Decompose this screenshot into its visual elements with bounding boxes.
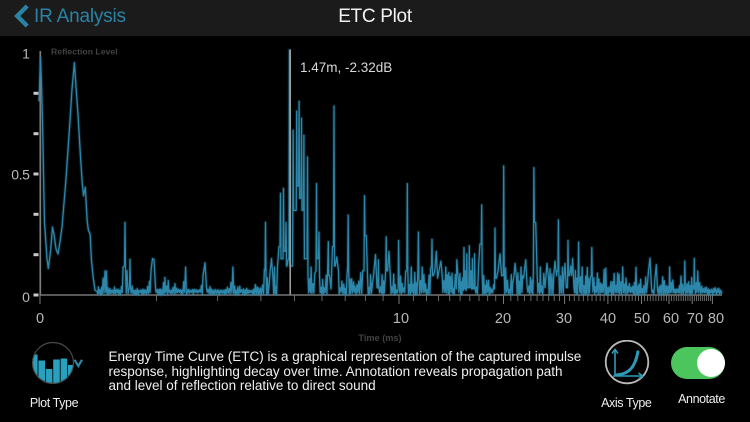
svg-text:0.5: 0.5 xyxy=(11,167,30,183)
svg-text:60: 60 xyxy=(663,311,679,327)
svg-text:1: 1 xyxy=(22,46,30,62)
svg-text:70: 70 xyxy=(687,311,703,327)
svg-text:50: 50 xyxy=(634,311,650,327)
svg-text:1.47m, -2.32dB: 1.47m, -2.32dB xyxy=(300,60,392,75)
svg-text:Reflection Level: Reflection Level xyxy=(51,47,118,57)
svg-text:20: 20 xyxy=(495,311,511,327)
svg-text:0: 0 xyxy=(36,311,44,327)
svg-text:40: 40 xyxy=(600,311,616,327)
svg-text:80: 80 xyxy=(708,311,724,327)
svg-text:10: 10 xyxy=(393,311,409,327)
svg-text:0: 0 xyxy=(22,289,30,305)
svg-text:30: 30 xyxy=(556,311,572,327)
svg-text:Time (ms): Time (ms) xyxy=(358,333,401,343)
